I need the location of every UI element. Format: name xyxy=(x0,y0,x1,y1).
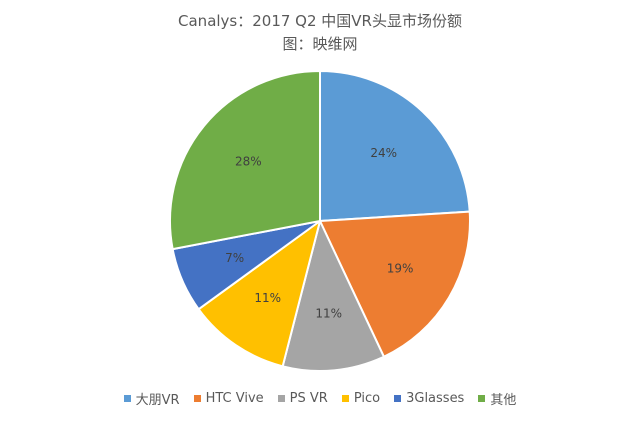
data-label-5: 7% xyxy=(225,251,244,265)
legend-item-1: 大朋VR xyxy=(123,389,180,408)
legend-item-3: PS VR xyxy=(277,391,328,406)
legend-label: PS VR xyxy=(289,391,328,406)
legend-item-4: Pico xyxy=(341,391,381,406)
pie-slice-6 xyxy=(169,70,321,251)
pie-slice-3 xyxy=(281,220,385,372)
pie-slices xyxy=(169,70,471,372)
legend-swatch xyxy=(478,395,486,402)
data-label-1: 24% xyxy=(370,146,397,160)
data-label-4: 11% xyxy=(254,291,281,305)
legend-label: 其他 xyxy=(490,393,517,408)
pie-slice-1 xyxy=(319,70,471,222)
legend-label: 3Glasses xyxy=(406,391,465,406)
legend-swatch xyxy=(341,395,349,402)
chart-legend: 大朋VR HTC Vive PS VR Pico 3Glasses 其他 xyxy=(0,389,640,408)
legend-swatch xyxy=(193,395,201,402)
pie-data-labels: 24% 19% 11% 11% 7% 28% xyxy=(225,146,413,320)
chart-subtitle: 图：映维网 xyxy=(282,35,358,53)
pie-slice-2 xyxy=(319,210,471,358)
data-label-2: 19% xyxy=(387,261,414,275)
legend-swatch xyxy=(123,395,131,402)
legend-label: Pico xyxy=(353,391,381,406)
data-label-3: 11% xyxy=(315,307,342,321)
legend-item-6: 其他 xyxy=(478,389,516,408)
legend-swatch xyxy=(394,395,402,402)
data-label-6: 28% xyxy=(235,155,262,169)
legend-item-2: HTC Vive xyxy=(193,391,264,406)
legend-swatch xyxy=(277,395,285,402)
pie-slice-4 xyxy=(197,220,321,368)
legend-label: HTC Vive xyxy=(205,391,264,406)
legend-label: 大朋VR xyxy=(135,393,180,408)
legend-item-5: 3Glasses xyxy=(394,391,464,406)
chart-title: Canalys：2017 Q2 中国VR头显市场份额 xyxy=(178,12,462,30)
